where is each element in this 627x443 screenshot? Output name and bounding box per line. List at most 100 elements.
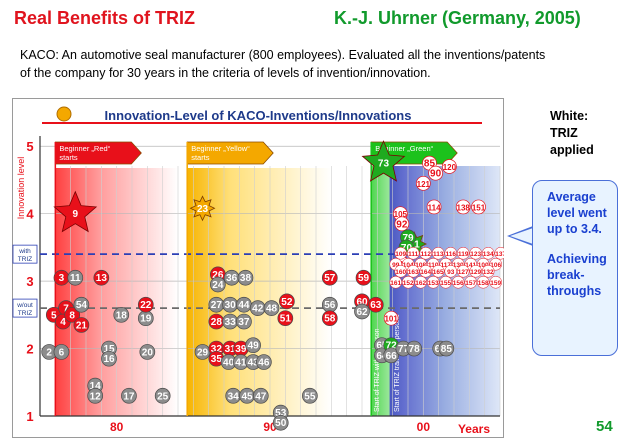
- data-point-star: [53, 190, 98, 233]
- phase-label: starts: [59, 153, 78, 162]
- cluster-point-label: 160: [395, 269, 406, 276]
- cluster-point-label: 127: [458, 269, 469, 276]
- cluster-point-label: 119: [458, 251, 469, 258]
- data-point: [137, 296, 154, 313]
- data-point: [394, 216, 410, 232]
- data-point-label: 46: [258, 358, 270, 369]
- data-point: [237, 269, 254, 286]
- cluster-point-label: 157: [465, 280, 476, 287]
- cluster-point-label: 155: [440, 280, 451, 287]
- cluster-point: [431, 247, 445, 260]
- data-point-label: 35: [211, 354, 223, 365]
- author-heading: K.-J. Uhrner (Germany, 2005): [334, 8, 581, 28]
- cluster-point: [481, 265, 495, 278]
- data-point-label: 48: [266, 304, 278, 315]
- cluster-point: [469, 265, 482, 278]
- y-tick-label: 3: [26, 274, 33, 289]
- data-point-label: 26: [212, 270, 224, 281]
- data-point: [87, 387, 104, 404]
- cluster-point-label: 112: [420, 251, 431, 258]
- phase-label: starts: [191, 153, 210, 162]
- data-point-label: 9: [72, 209, 78, 220]
- data-point: [321, 269, 338, 286]
- cluster-point: [431, 265, 445, 278]
- data-point-label: 8: [69, 310, 75, 321]
- data-point-label: 57: [324, 273, 336, 284]
- cluster-point-label: 152: [403, 280, 414, 287]
- data-point: [236, 313, 252, 330]
- cluster-point: [394, 247, 407, 260]
- data-point-label: 79: [402, 233, 414, 244]
- cluster-point: [469, 247, 482, 260]
- data-point-label: 39: [235, 344, 247, 355]
- data-point: [428, 165, 443, 181]
- cluster-point: [456, 247, 470, 260]
- data-point: [256, 354, 272, 370]
- triz-start-label: Start of TRIZ with 1 person: [374, 328, 381, 412]
- phase-label: Beginner „Red“: [59, 144, 110, 153]
- data-point-label: 120: [443, 163, 457, 172]
- cluster-point-label: 159: [490, 280, 501, 287]
- data-point-label: 27: [211, 300, 223, 311]
- data-point-label: 6: [59, 347, 65, 358]
- data-point-label: 20: [142, 347, 154, 358]
- data-point-label: 47: [255, 391, 267, 402]
- data-point-label: 66: [386, 351, 398, 362]
- data-point-label: 101: [384, 315, 398, 324]
- data-point-label: 52: [281, 297, 293, 308]
- data-point: [355, 269, 372, 286]
- data-point-label: 70: [401, 243, 413, 254]
- data-point-label: 15: [103, 344, 115, 355]
- reference-label-box: [12, 298, 38, 318]
- cluster-point-label: 93: [447, 269, 455, 276]
- data-point-label: 38: [240, 273, 252, 284]
- cluster-point-label: 137: [495, 251, 504, 258]
- data-point-label: 56: [324, 300, 336, 311]
- data-point: [426, 199, 442, 215]
- legend-note-line-1: White:: [550, 109, 589, 123]
- data-point-label: 3: [59, 273, 65, 284]
- cluster-point: [444, 265, 457, 278]
- cluster-point-label: 161: [390, 280, 401, 287]
- reference-label: with: [18, 248, 31, 255]
- data-point: [383, 347, 399, 364]
- data-point-label: 7: [63, 304, 69, 315]
- data-point-label: 41: [235, 358, 247, 369]
- data-point: [93, 269, 110, 286]
- data-point-label: 12: [90, 391, 102, 402]
- cluster-point-label: 162: [415, 280, 426, 287]
- cluster-point-label: 113: [433, 251, 444, 258]
- data-point-label: 34: [228, 391, 240, 402]
- cluster-point: [456, 265, 470, 278]
- reference-label: w/out: [16, 302, 33, 309]
- data-point-label: 72: [386, 341, 398, 352]
- data-point-label: 37: [238, 317, 250, 328]
- cluster-point-label: 116: [445, 251, 456, 258]
- data-point-label: 114: [428, 203, 441, 212]
- data-point: [67, 269, 84, 286]
- cluster-point: [489, 276, 502, 289]
- data-point: [252, 387, 269, 404]
- data-point-label: 44: [238, 300, 250, 311]
- innovation-chart: Innovation-Level of KACO-Inventions/Inno…: [12, 98, 507, 438]
- data-point-label: 28: [211, 317, 223, 328]
- cluster-point-label: 106: [490, 262, 501, 269]
- cluster-point-label: 111: [408, 251, 419, 258]
- cluster-point-label: 153: [428, 280, 439, 287]
- cluster-point-label: 132: [483, 269, 494, 276]
- data-point-label: 55: [304, 391, 316, 402]
- cluster-point-label: 99: [392, 262, 400, 269]
- data-point-label: 58: [324, 314, 336, 325]
- data-point: [154, 387, 171, 404]
- data-point: [210, 276, 226, 293]
- data-point-star: [361, 140, 406, 182]
- cluster-point: [464, 276, 477, 289]
- cluster-point-label: 104: [403, 262, 414, 269]
- data-point-label: 24: [212, 280, 224, 291]
- cluster-point-label: 117: [440, 262, 451, 269]
- reference-label: TRIZ: [18, 256, 32, 263]
- data-point-label: 2: [46, 347, 52, 358]
- data-point: [438, 340, 455, 357]
- data-point-label: 92: [396, 219, 408, 230]
- cluster-point-label: 141: [465, 262, 476, 269]
